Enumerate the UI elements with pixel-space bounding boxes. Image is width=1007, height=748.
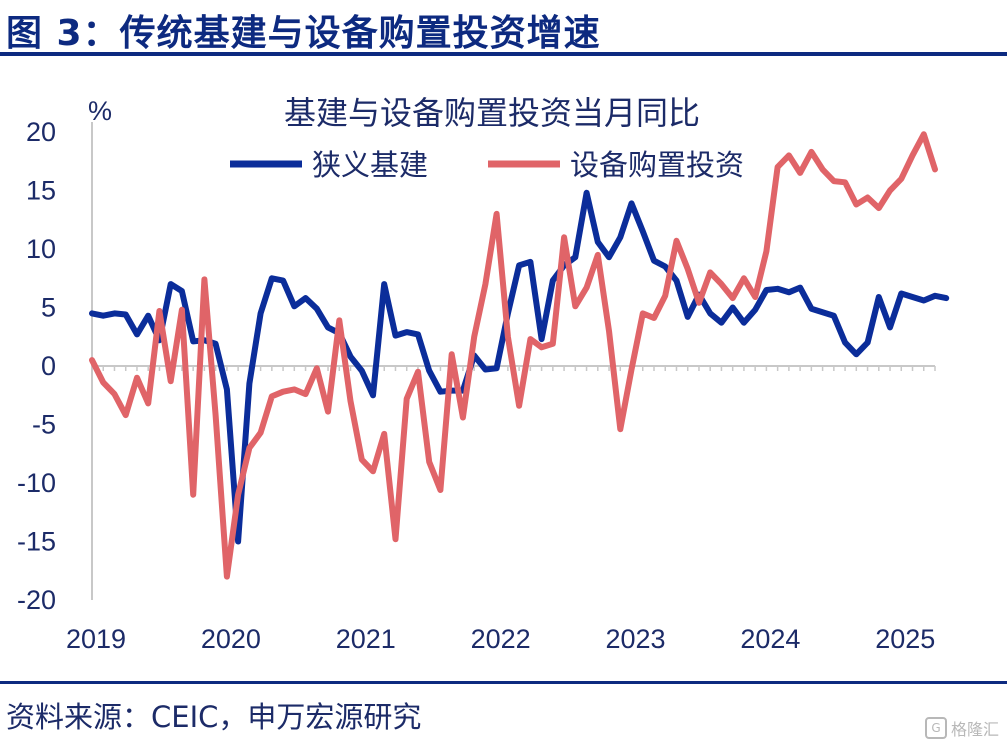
x-tick-label: 2023 bbox=[605, 624, 665, 654]
y-tick-label: -15 bbox=[17, 527, 56, 557]
watermark-text: 格隆汇 bbox=[950, 720, 999, 739]
y-tick-label: -20 bbox=[17, 585, 56, 615]
x-tick-label: 2020 bbox=[201, 624, 261, 654]
y-tick-label: 5 bbox=[41, 293, 56, 323]
title-divider bbox=[0, 52, 1007, 56]
x-tick-label: 2025 bbox=[875, 624, 935, 654]
legend-label-infra: 狭义基建 bbox=[312, 148, 428, 182]
y-axis-unit-label: % bbox=[88, 96, 112, 126]
y-tick-label: -5 bbox=[32, 410, 56, 440]
y-tick-label: 20 bbox=[26, 117, 56, 147]
watermark: G 格隆汇 bbox=[924, 716, 999, 740]
chart-title: 基建与设备购置投资当月同比 bbox=[284, 94, 700, 132]
x-tick-label: 2019 bbox=[66, 624, 126, 654]
series-line-infra bbox=[89, 189, 950, 545]
watermark-logo-icon: G bbox=[924, 717, 947, 739]
y-tick-label: 0 bbox=[41, 351, 56, 381]
label-layer: 20 15 10 5 0 -5 -10 -15 -20 2019 2020 2021 2022 2023 2… bbox=[17, 117, 935, 654]
series-layer bbox=[89, 131, 950, 580]
y-tick-label: 15 bbox=[26, 176, 56, 206]
x-tick-label: 2024 bbox=[740, 624, 800, 654]
source-note: 资料来源：CEIC，申万宏源研究 bbox=[6, 700, 422, 734]
figure-title: 图 3：传统基建与设备购置投资增速 bbox=[6, 13, 601, 54]
source-divider bbox=[0, 681, 1007, 684]
legend-label-equipment: 设备购置投资 bbox=[570, 148, 744, 182]
y-tick-label: -10 bbox=[17, 468, 56, 498]
series-line-equipment bbox=[89, 131, 938, 580]
y-tick-label: 10 bbox=[26, 234, 56, 264]
legend: 狭义基建 设备购置投资 bbox=[230, 148, 744, 182]
x-tick-label: 2021 bbox=[336, 624, 396, 654]
x-tick-label: 2022 bbox=[471, 624, 531, 654]
